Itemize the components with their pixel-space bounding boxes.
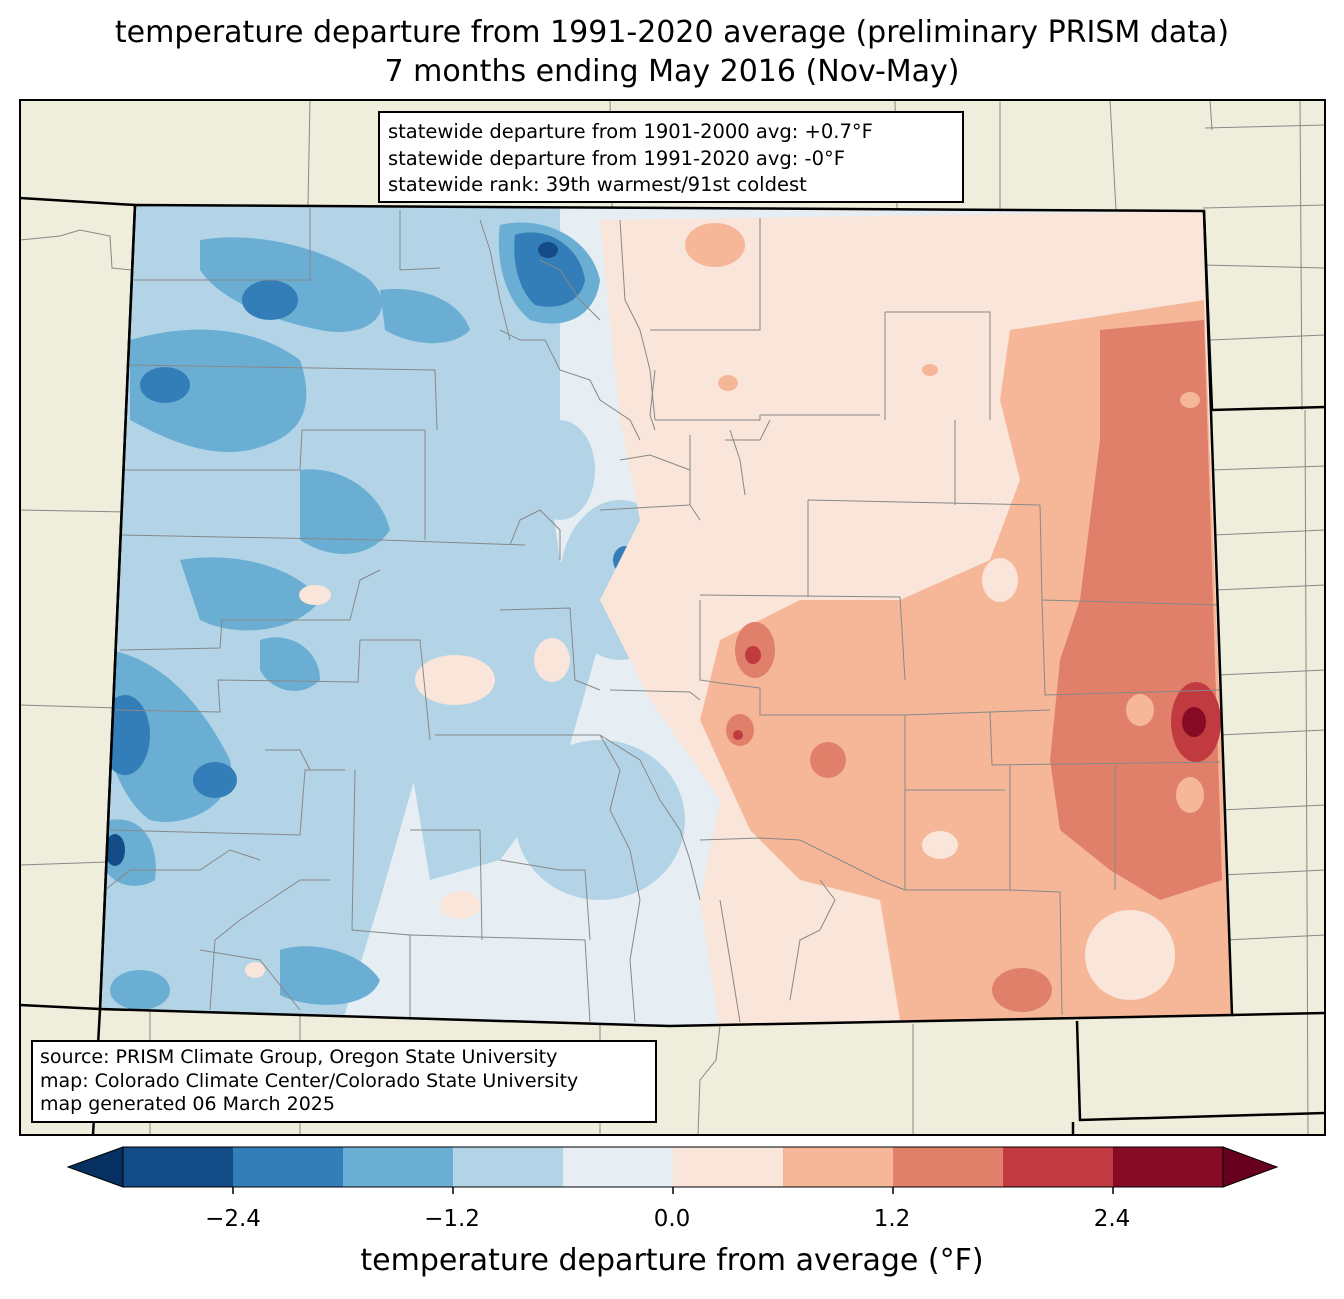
colorbar-tick-label: 0.0 [653, 1206, 691, 1232]
colorbar-bin [343, 1147, 453, 1187]
map-title-line-1: temperature departure from 1991-2020 ave… [114, 15, 1230, 50]
county-lines [104, 208, 1221, 1023]
temperature-anomaly-field [100, 205, 1232, 1026]
colorbar-bin [563, 1147, 673, 1187]
colorbar-bin [783, 1147, 893, 1187]
colorbar-bin [123, 1147, 233, 1187]
source-credit-box: source: PRISM Climate Group, Oregon Stat… [31, 1040, 657, 1123]
colorbar-bin [893, 1147, 1003, 1187]
colorbar-extend-low [66, 1146, 124, 1188]
colorbar-bin [673, 1147, 783, 1187]
stats-departure-1991-2020: statewide departure from 1991-2020 avg: … [388, 146, 845, 170]
statewide-stats-box: statewide departure from 1901-2000 avg: … [378, 111, 964, 203]
colorbar-tick-label: 2.4 [1093, 1206, 1131, 1232]
map-credit-line: map: Colorado Climate Center/Colorado St… [40, 1069, 579, 1092]
colorbar-tick-label: −1.2 [424, 1206, 480, 1232]
stats-rank: statewide rank: 39th warmest/91st coldes… [388, 173, 807, 196]
colorbar-bin [453, 1147, 563, 1187]
colorbar-tick-label: −2.4 [205, 1206, 261, 1232]
colorbar-tick-label: 1.2 [873, 1206, 911, 1232]
map-title-line-2: 7 months ending May 2016 (Nov-May) [384, 54, 960, 89]
stats-departure-1901-2000: statewide departure from 1901-2000 avg: … [388, 120, 873, 143]
map-frame [19, 99, 1326, 1136]
colorado-border [98, 203, 1234, 1028]
colorbar-bin [1113, 1147, 1223, 1187]
colorbar-extend-high [1222, 1146, 1279, 1188]
colorbar [66, 1146, 1279, 1194]
generated-date-line: map generated 06 March 2025 [40, 1093, 335, 1115]
colorbar-bin [1003, 1147, 1113, 1187]
source-line: source: PRISM Climate Group, Oregon Stat… [40, 1046, 558, 1068]
colorbar-bin [233, 1147, 343, 1187]
colorbar-label: temperature departure from average (°F) [360, 1243, 984, 1278]
map-figure [19, 99, 1326, 1136]
